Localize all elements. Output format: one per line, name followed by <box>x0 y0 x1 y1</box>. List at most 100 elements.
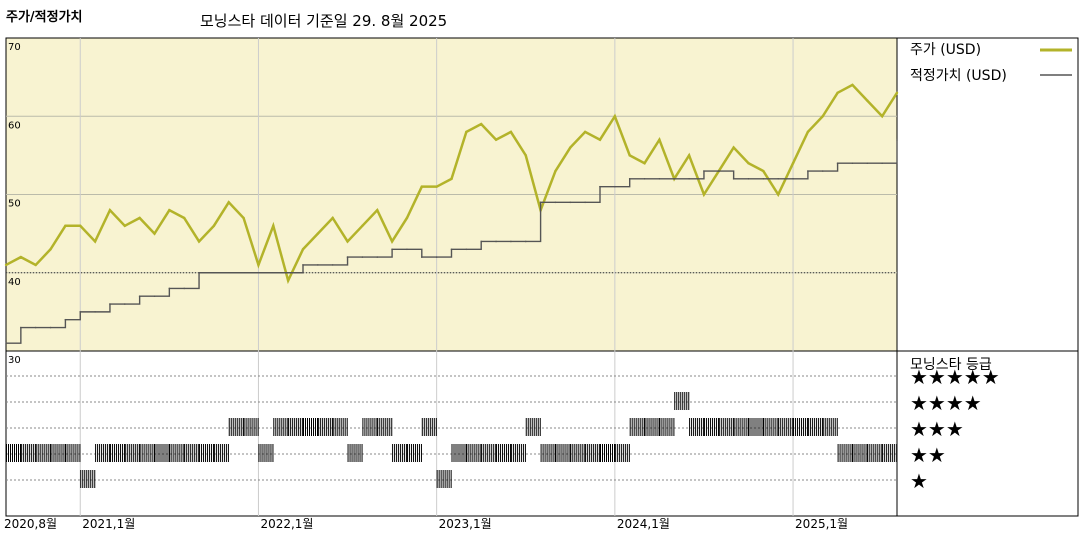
fair-value-point <box>524 240 527 243</box>
rating-bar-segment <box>882 444 898 462</box>
price-point <box>895 91 899 94</box>
fair-value-point <box>20 326 22 329</box>
price-point <box>19 255 23 259</box>
rating-bar-segment <box>124 444 140 462</box>
rating-bar-segment <box>629 418 645 436</box>
fair-value-point <box>896 138 898 141</box>
price-point <box>836 91 839 94</box>
price-point <box>806 130 810 134</box>
fair-value-point <box>807 170 809 172</box>
rating-bar-segment <box>748 418 764 436</box>
rating-bar-segment <box>837 444 853 462</box>
fair-value-point <box>732 178 735 180</box>
price-point <box>361 224 364 227</box>
fair-value-point <box>747 178 750 180</box>
rating-bar-segment <box>184 444 200 462</box>
rating-bar-segment <box>258 444 274 462</box>
rating-bar-segment <box>436 470 452 488</box>
price-point <box>242 216 245 220</box>
fair-value-point <box>643 178 646 180</box>
price-point <box>346 240 349 243</box>
rating-bar-segment <box>154 444 170 462</box>
fair-value-point <box>762 178 765 180</box>
rating-bar-segment <box>614 444 630 462</box>
rating-bar-segment <box>451 444 467 462</box>
rating-bar-segment <box>50 444 66 462</box>
fair-value-point <box>584 201 586 204</box>
rating-bar-segment <box>35 444 51 462</box>
x-tick-label: 2023,1월 <box>439 517 492 531</box>
price-point <box>524 154 527 157</box>
rating-bar-segment <box>496 444 512 462</box>
fair-value-point <box>272 271 275 274</box>
fair-value-point <box>658 178 661 180</box>
fair-value-point <box>287 271 289 274</box>
legend-price-label: 주가 (USD) <box>910 42 981 58</box>
fair-value-point <box>138 295 141 298</box>
rating-bar-segment <box>807 418 823 436</box>
rating-bar-segment <box>718 418 734 436</box>
price-point <box>613 115 617 118</box>
fair-value-point <box>495 240 497 243</box>
fair-value-point <box>376 256 379 258</box>
rating-bar-segment <box>332 418 348 436</box>
price-point <box>598 138 602 141</box>
fair-value-point <box>153 295 156 298</box>
rating-bar-segment <box>347 444 363 462</box>
rating-bar-segment <box>793 418 809 436</box>
fair-value-point <box>851 162 854 164</box>
x-tick-label: 2025,1월 <box>795 517 848 531</box>
rating-bar-segment <box>139 444 155 462</box>
chart-title: 주가/적정가치 <box>6 10 83 25</box>
rating-bar-segment <box>778 418 794 436</box>
rating-bar-segment <box>406 444 422 462</box>
fair-value-point <box>465 248 468 251</box>
fair-value-point <box>213 271 215 274</box>
price-point <box>658 138 661 141</box>
rating-bar-segment <box>288 418 304 436</box>
fair-value-point <box>792 178 794 180</box>
fair-value-point <box>94 311 96 313</box>
rating-bar-segment <box>763 418 779 436</box>
price-point <box>762 169 765 173</box>
fair-value-point <box>391 248 393 251</box>
y-tick-label: 30 <box>8 355 21 366</box>
chart-subtitle: 모닝스타 데이터 기준일 29. 8월 2025 <box>200 12 448 30</box>
rating-bar-segment <box>421 418 437 436</box>
fair-value-point <box>79 311 82 313</box>
price-point <box>628 154 631 157</box>
fair-value-point <box>569 201 572 204</box>
rating-bar-segment <box>555 444 571 462</box>
fair-value-line <box>6 139 898 344</box>
price-point <box>64 224 67 227</box>
price-point <box>880 115 884 118</box>
price-point <box>123 224 127 227</box>
price-point <box>643 162 646 165</box>
fair-value-point <box>450 248 453 251</box>
price-point <box>405 216 409 220</box>
price-point <box>450 177 453 181</box>
rating-bar-segment <box>852 444 868 462</box>
rating-bar-segment <box>570 444 586 462</box>
rating-bar-segment <box>243 418 259 436</box>
price-point <box>583 130 587 134</box>
price-point <box>301 248 305 251</box>
fair-value-point <box>510 240 512 243</box>
price-point <box>687 154 691 157</box>
legend-fair-value-label: 적정가치 (USD) <box>910 68 1007 84</box>
fair-value-point <box>242 271 245 274</box>
fair-value-point <box>836 162 839 164</box>
rating-bar-segment <box>169 444 185 462</box>
price-point <box>866 99 869 102</box>
fair-value-point <box>614 185 616 188</box>
rating-bar-segment <box>95 444 111 462</box>
fair-value-point <box>109 303 111 305</box>
rating-bar-segment <box>644 418 660 436</box>
legend-rating-title: 모닝스타 등급 <box>910 357 992 373</box>
fair-value-point <box>317 264 319 266</box>
fair-value-point <box>198 271 200 274</box>
chart-frame <box>5 37 1079 517</box>
rating-bar-segment <box>273 418 289 436</box>
fair-value-point <box>703 170 705 172</box>
rating-bar-segment <box>362 418 378 436</box>
